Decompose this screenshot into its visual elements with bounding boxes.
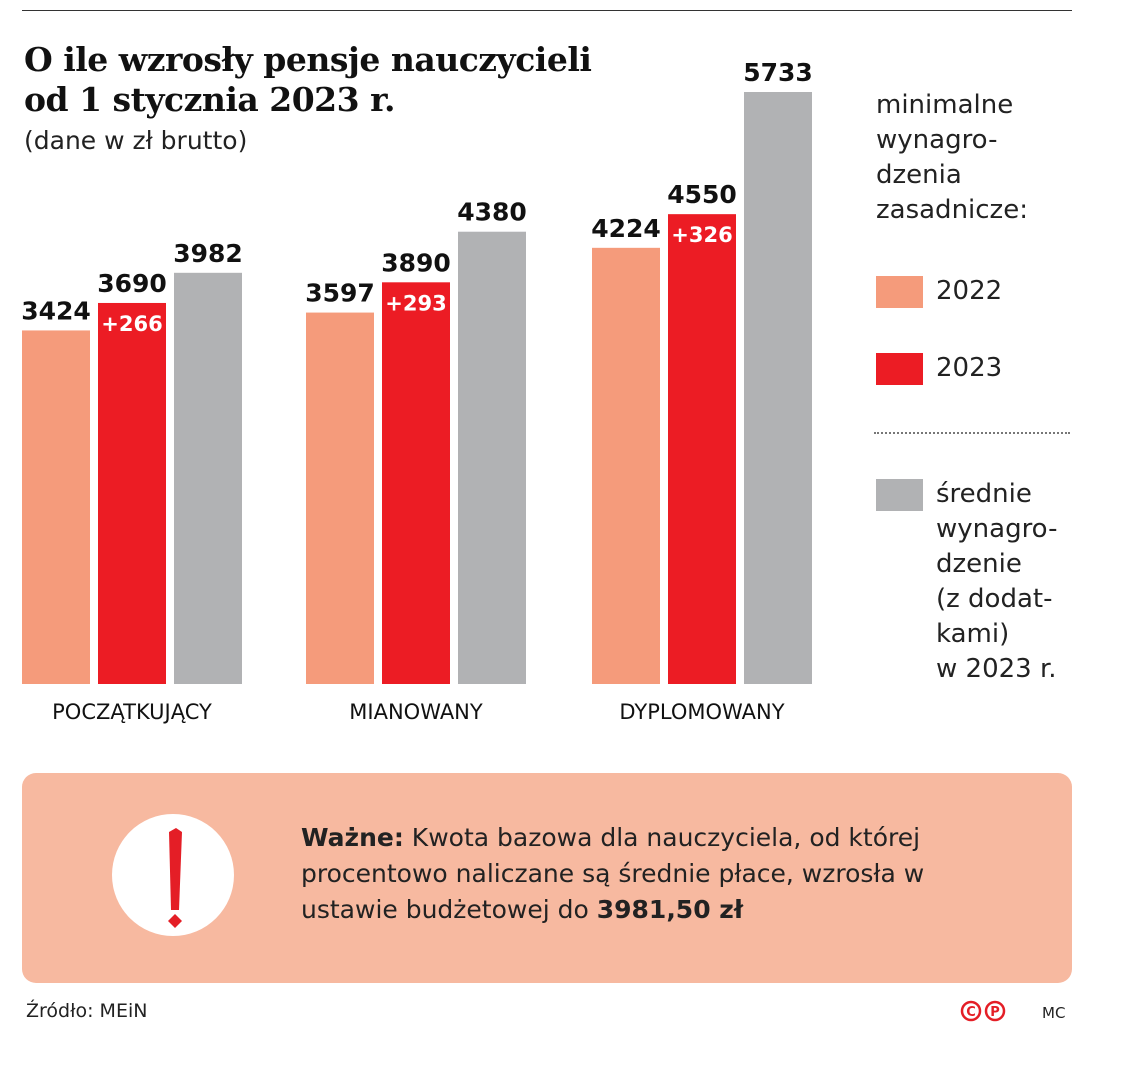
title-line-1: O ile wzrosły pensje nauczycieli — [24, 40, 592, 79]
value-label: 4550 — [667, 180, 737, 209]
bar — [306, 312, 374, 684]
bar — [668, 214, 736, 684]
legend-avg-line: średnie — [936, 479, 1032, 509]
bar — [458, 231, 526, 684]
note-value: 3981,50 zł — [596, 895, 744, 924]
category-label: MIANOWANY — [349, 700, 483, 724]
svg-text:C: C — [966, 1005, 976, 1020]
legend-swatch-average — [876, 479, 923, 511]
increment-label: +266 — [101, 312, 162, 336]
bar — [382, 282, 450, 684]
note-body: Kwota bazowa dla nauczyciela, od której … — [301, 823, 925, 924]
copyright-icon: C — [960, 1000, 982, 1022]
legend-avg-line: (z dodat- — [936, 584, 1053, 614]
copyright-icons: C P — [960, 1000, 1008, 1028]
legend-heading-line: minimalne — [876, 90, 1014, 120]
legend-heading-line: zasadnicze: — [876, 195, 1028, 225]
value-label: 4224 — [591, 214, 661, 243]
bar — [592, 247, 660, 684]
svg-text:P: P — [990, 1005, 1000, 1020]
bar — [174, 272, 242, 684]
author-initials: MC — [1042, 1004, 1066, 1022]
title-line-2: od 1 stycznia 2023 r. — [24, 80, 395, 119]
legend-avg-line: dzenie — [936, 549, 1022, 579]
legend-heading: minimalne wynagro- dzenia zasadnicze: — [876, 88, 1028, 228]
legend-avg-line: w 2023 r. — [936, 654, 1057, 684]
legend-heading-line: dzenia — [876, 160, 962, 190]
legend-divider — [874, 432, 1070, 434]
legend-label-average: średnie wynagro- dzenie (z dodat- kami) … — [936, 477, 1057, 687]
legend-avg-line: kami) — [936, 619, 1010, 649]
bar — [98, 302, 166, 684]
chart-title: O ile wzrosły pensje nauczycieli od 1 st… — [24, 40, 664, 120]
value-label: 3424 — [21, 296, 91, 325]
legend-avg-line: wynagro- — [936, 514, 1058, 544]
legend-swatch-2022 — [876, 276, 923, 308]
top-divider — [22, 10, 1072, 11]
phonogram-icon: P — [984, 1000, 1006, 1022]
chart-subtitle: (dane w zł brutto) — [24, 126, 248, 155]
exclamation-icon — [112, 814, 234, 936]
value-label: 3690 — [97, 269, 167, 298]
value-label: 3597 — [305, 279, 375, 308]
note-label: Ważne: — [301, 823, 404, 852]
legend-label-2022: 2022 — [936, 276, 1003, 306]
category-label: POCZĄTKUJĄCY — [52, 700, 212, 724]
legend-swatch-2023 — [876, 353, 923, 385]
source-text: Źródło: MEiN — [26, 1000, 148, 1022]
legend-label-2023: 2023 — [936, 353, 1003, 383]
value-label: 5733 — [743, 58, 813, 87]
increment-label: +293 — [385, 291, 446, 315]
bar — [744, 92, 812, 684]
legend-heading-line: wynagro- — [876, 125, 998, 155]
note-text: Ważne: Kwota bazowa dla nauczyciela, od … — [301, 820, 1021, 928]
value-label: 3890 — [381, 248, 451, 277]
value-label: 3982 — [173, 239, 243, 268]
increment-label: +326 — [671, 223, 732, 247]
value-label: 4380 — [457, 198, 527, 227]
category-label: DYPLOMOWANY — [619, 700, 784, 724]
bar — [22, 330, 90, 684]
